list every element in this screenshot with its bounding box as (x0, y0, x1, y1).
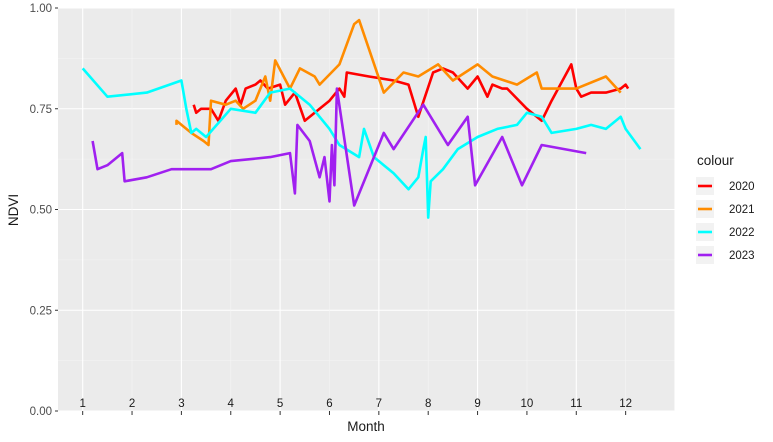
month-label: 11 (570, 398, 582, 410)
y-tick-label: 0.00 (30, 406, 52, 418)
y-axis-title: NDVI (6, 194, 21, 226)
series-layer (81, 18, 642, 219)
legend-label-2023: 2023 (729, 250, 755, 262)
axes-layer: 0.00 0.25 0.50 0.75 1.00 (30, 3, 627, 418)
month-label: 8 (425, 398, 431, 410)
y-tick-label: 0.25 (30, 305, 52, 317)
month-label: 3 (178, 398, 184, 410)
y-tick-label: 0.50 (30, 205, 52, 217)
y-tick-label: 1.00 (30, 3, 52, 15)
legend-title: colour (697, 153, 734, 168)
month-labels: 1 2 3 4 5 6 7 8 9 10 11 12 (79, 398, 632, 410)
legend-label-2020: 2020 (729, 181, 755, 193)
legend-label-2022: 2022 (729, 227, 755, 239)
legend-label-2021: 2021 (729, 204, 755, 216)
y-tick-label: 0.75 (30, 104, 52, 116)
series-line-2021 (175, 18, 622, 147)
legend: colour 2020 2021 2022 2023 (696, 153, 755, 264)
month-label: 1 (79, 398, 85, 410)
month-label: 12 (619, 398, 632, 410)
month-label: 9 (474, 398, 480, 410)
month-label: 4 (228, 398, 235, 410)
x-axis-title: Month (347, 419, 385, 434)
series-line-2020 (192, 63, 630, 123)
series-line-2023 (91, 87, 587, 207)
month-label: 5 (277, 398, 283, 410)
series-line-2022 (81, 67, 642, 219)
month-label: 7 (376, 398, 382, 410)
month-label: 6 (326, 398, 332, 410)
grid-layer (58, 7, 676, 412)
month-label: 2 (129, 398, 135, 410)
month-label: 10 (521, 398, 534, 410)
